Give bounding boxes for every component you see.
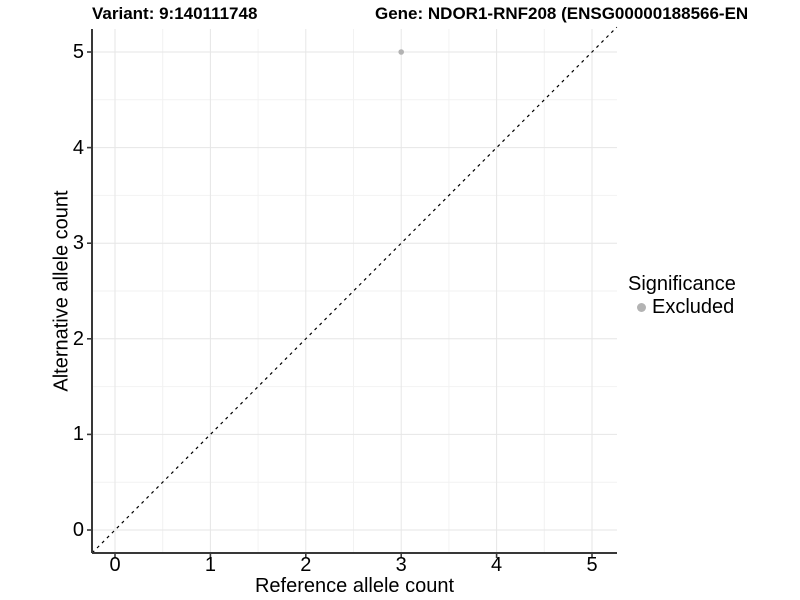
legend-title: Significance (628, 273, 736, 295)
x-tick-label: 0 (109, 554, 121, 576)
y-tick-label: 5 (72, 41, 84, 63)
legend-item-label: Excluded (652, 296, 735, 318)
legend-item-excluded: Excluded (628, 296, 736, 318)
x-tick-label: 3 (395, 554, 407, 576)
plot-panel (87, 26, 618, 558)
y-tick-label: 0 (72, 519, 84, 541)
y-tick-label: 2 (72, 327, 84, 350)
x-tick-label: 5 (586, 554, 598, 576)
x-tick-label: 4 (491, 554, 503, 576)
y-tick-label: 1 (72, 423, 84, 446)
variant-title: Variant: 9:140111748 (92, 4, 258, 23)
x-tick-label: 2 (300, 554, 312, 576)
y-tick-label: 3 (72, 232, 84, 255)
identity-reference-line (91, 26, 618, 554)
legend-key (633, 299, 650, 316)
x-tick-label: 1 (204, 554, 216, 576)
x-axis-title: Reference allele count (254, 575, 454, 597)
y-tick-label: 4 (72, 136, 84, 159)
gene-title: Gene: NDOR1-RNF208 (ENSG00000188566-EN (375, 4, 749, 23)
excluded-point-icon (637, 302, 646, 312)
y-axis-title: Alternative allele count (50, 190, 73, 392)
legend: Significance Excluded (628, 272, 736, 318)
data-point (398, 49, 405, 55)
